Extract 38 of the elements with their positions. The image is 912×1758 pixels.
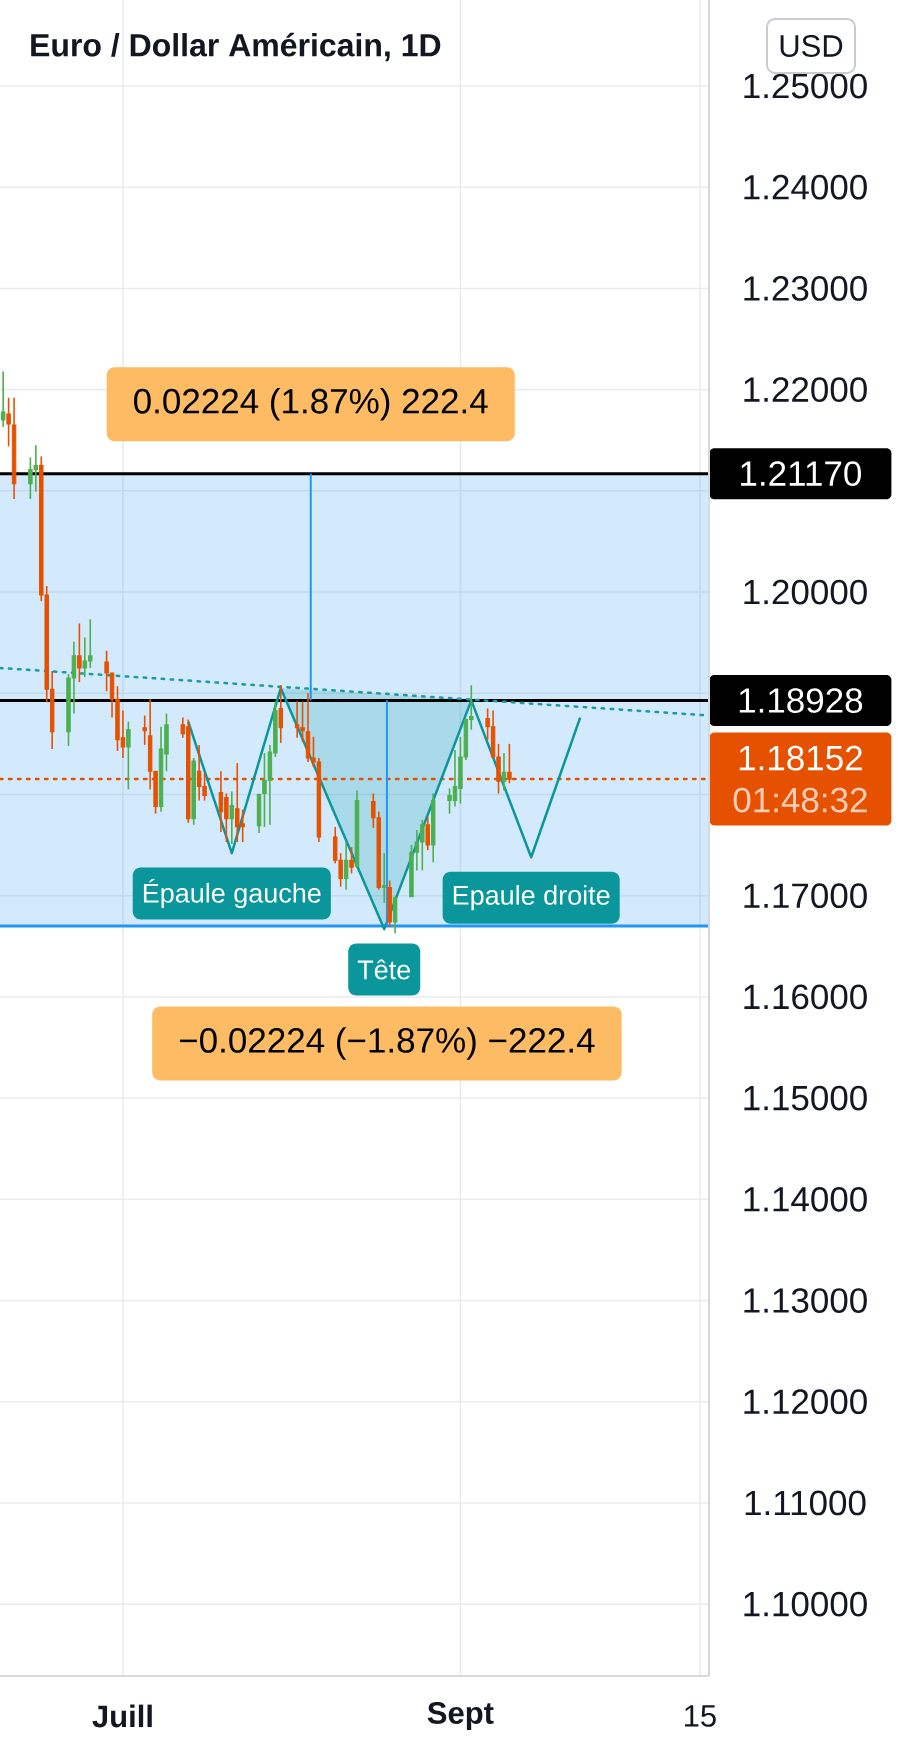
candlestick bbox=[278, 684, 284, 744]
y-tick-label: 1.24000 bbox=[744, 174, 867, 200]
x-tick-label: Juill bbox=[92, 1704, 152, 1728]
y-tick-label: 1.22000 bbox=[744, 377, 867, 403]
y-tick-label: 1.13000 bbox=[744, 1288, 867, 1313]
text: Euro / Dollar Américain, 1D bbox=[31, 32, 441, 62]
candlestick bbox=[77, 622, 82, 683]
text: 01:48:32 bbox=[733, 787, 867, 813]
candlestick bbox=[0, 370, 6, 428]
y-tick-label: 1.14000 bbox=[744, 1186, 867, 1212]
annotation: 0.02224 (1.87%) 222.4 bbox=[134, 387, 488, 421]
candlestick bbox=[343, 841, 349, 891]
y-tick-label: 1.25000 bbox=[744, 73, 867, 99]
y-axis-title: USD bbox=[780, 35, 843, 57]
annotation: Tête bbox=[357, 959, 411, 980]
candlestick bbox=[126, 720, 131, 791]
y-tick-label: 1.12000 bbox=[744, 1389, 867, 1415]
candlestick bbox=[501, 752, 507, 792]
ref-line-label: 1.18928 bbox=[739, 688, 863, 713]
x-tick-label: Sept bbox=[427, 1701, 494, 1731]
annotation: Épaule gauche bbox=[143, 879, 321, 909]
candlestick bbox=[425, 815, 430, 851]
y-tick-label: 1.11000 bbox=[745, 1490, 866, 1516]
y-tick-label: 1.15000 bbox=[744, 1085, 867, 1111]
y-tick-label: 1.17000 bbox=[744, 883, 867, 909]
candlestick bbox=[142, 714, 147, 746]
ref-line-label: 1.18152 bbox=[739, 745, 862, 771]
y-tick-label: 1.23000 bbox=[744, 276, 867, 301]
y-tick-label: 1.20000 bbox=[744, 579, 867, 605]
annotation: Epaule droite bbox=[453, 885, 610, 911]
candlestick bbox=[229, 790, 235, 845]
y-tick-label: 1.10000 bbox=[744, 1591, 867, 1617]
annotation: −0.02224 (−1.87%) −222.4 bbox=[179, 1027, 595, 1060]
candlestick bbox=[381, 852, 387, 904]
y-tick-label: 1.16000 bbox=[744, 984, 867, 1010]
candlestick bbox=[349, 846, 354, 875]
ref-line-label: 1.21170 bbox=[741, 461, 861, 487]
x-tick-label: 15 bbox=[685, 1705, 716, 1727]
